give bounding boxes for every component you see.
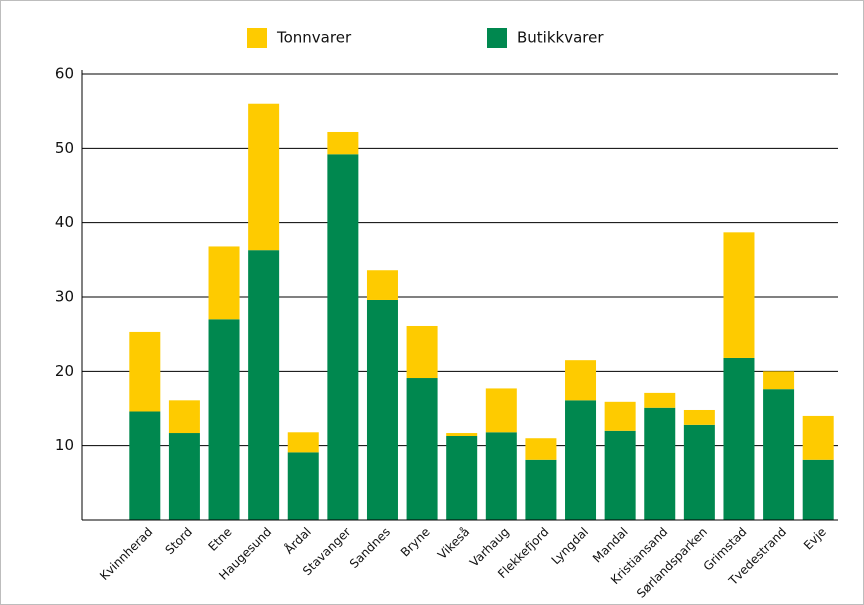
bar-segment [208,246,240,320]
bar-segment [644,407,676,520]
bar-segment [366,299,398,520]
bar-segment [565,360,597,401]
legend-label: Tonnvarer [276,29,352,47]
bar-segment [763,389,795,520]
bar-segment [604,401,636,431]
bar-segment [446,436,478,520]
bar-segment [683,409,715,425]
bar-segment [446,433,478,437]
bar-segment [802,415,834,460]
bar-segment [525,438,557,460]
y-tick-label: 40 [55,213,74,231]
bar-segment [406,378,438,520]
bar-segment [723,357,755,520]
y-tick-label: 60 [55,65,74,83]
y-tick-label: 50 [55,139,74,157]
bar-segment [802,459,834,520]
bar-segment [723,232,755,358]
bar-segment [683,424,715,520]
y-tick-label: 10 [55,436,74,454]
bar-segment [327,154,359,520]
bar-segment [604,430,636,520]
bar-segment [644,392,676,408]
bar-segment [366,270,398,300]
y-tick-label: 30 [55,288,74,306]
bar-segment [248,250,280,521]
legend-swatch [247,28,267,48]
bar-segment [406,325,438,379]
bar-segment [287,432,319,453]
bar-segment [327,131,359,155]
bar-segment [565,400,597,520]
bar-segment [248,103,280,251]
bar-segment [129,411,161,520]
bar-segment [129,331,161,412]
bar-segment [287,452,319,520]
bar-segment [763,371,795,390]
bar-segment [208,319,240,520]
bar-segment [485,432,517,520]
bar-segment [485,388,517,433]
y-tick-label: 20 [55,362,74,380]
legend-swatch [487,28,507,48]
legend-label: Butikkvarer [517,29,604,47]
bar-segment [525,459,557,520]
bar-segment [168,400,200,434]
bar-segment [168,433,200,520]
